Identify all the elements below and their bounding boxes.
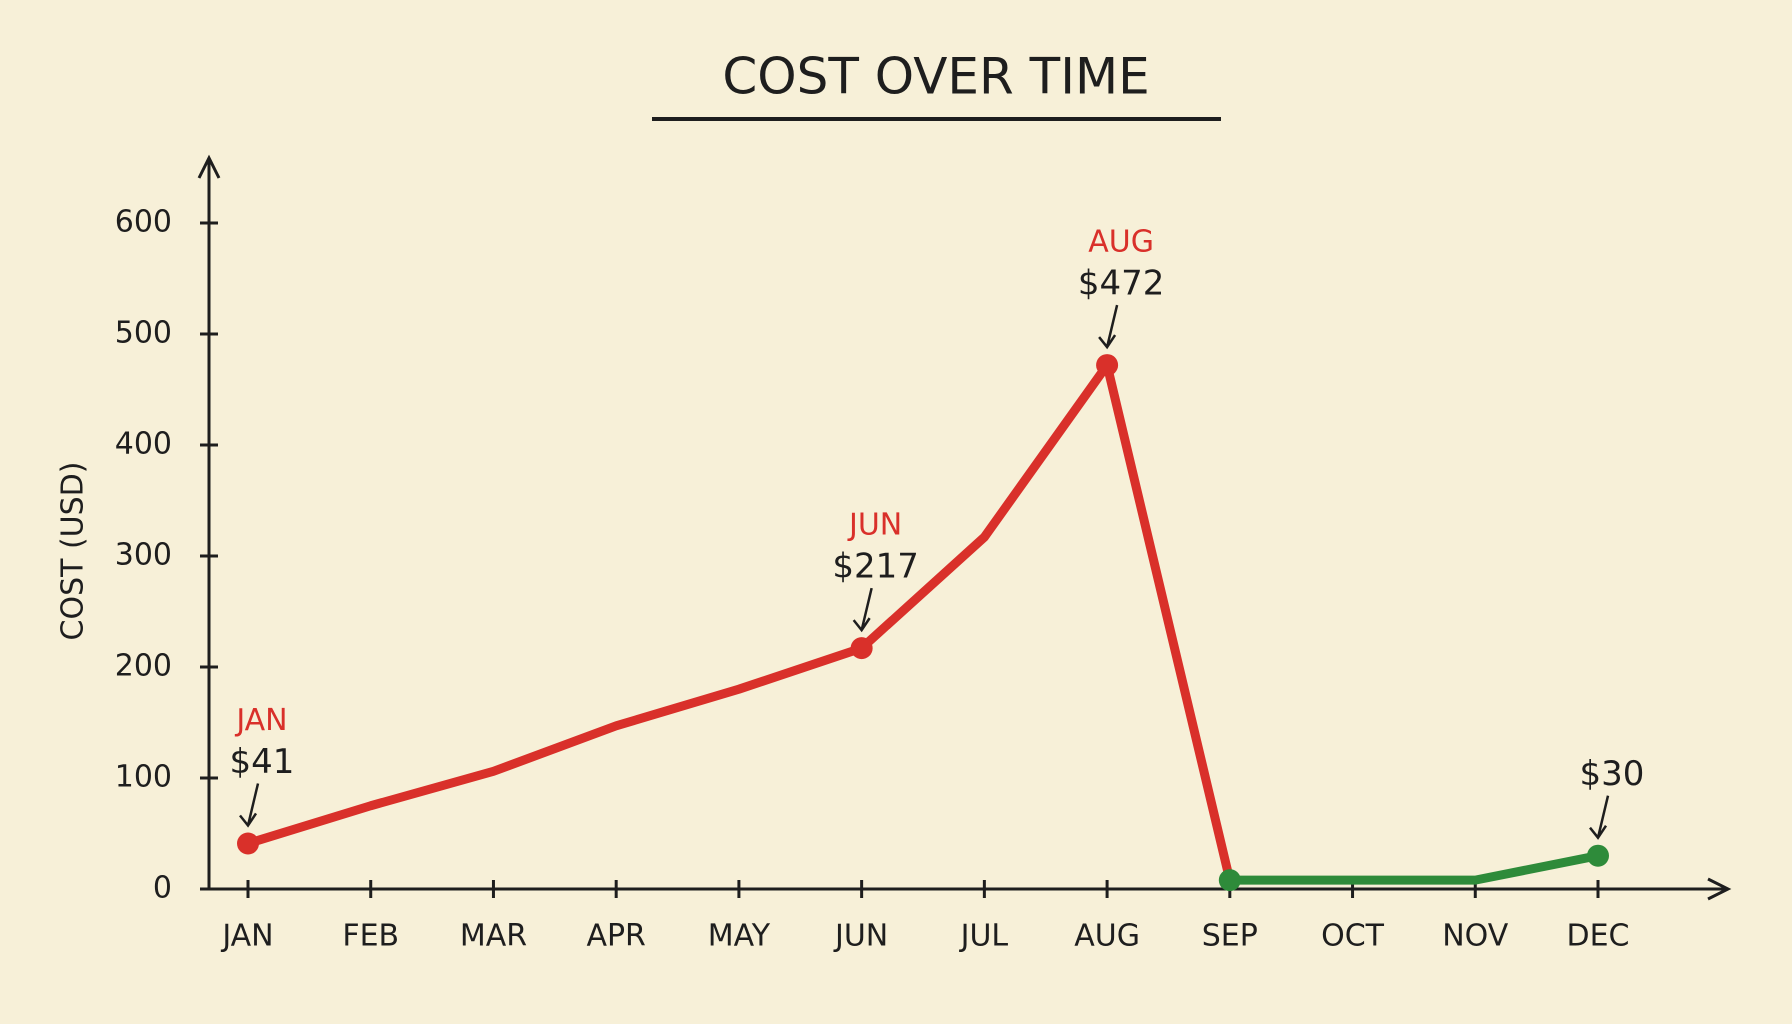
- y-axis-label: COST (USD): [56, 462, 91, 641]
- line-series: [243, 360, 1235, 885]
- x-tick-label: JUN: [833, 919, 888, 954]
- point-label: AUG: [1088, 225, 1154, 260]
- label-arrow: [1098, 304, 1119, 350]
- y-tick-label: 0: [153, 871, 172, 906]
- x-tick-label: JAN: [220, 919, 273, 954]
- value-label: $41: [230, 742, 295, 782]
- chart-title: COST OVER TIME: [722, 48, 1149, 106]
- x-tick-label: JUL: [959, 919, 1009, 954]
- value-label: $472: [1078, 264, 1165, 304]
- y-tick-label: 300: [115, 538, 172, 573]
- line-series: [1225, 851, 1603, 885]
- data-point: [1587, 844, 1609, 867]
- value-label: $217: [832, 547, 919, 587]
- y-tick-label: 600: [115, 205, 172, 240]
- y-tick-label: 100: [115, 760, 172, 795]
- x-tick-label: AUG: [1074, 919, 1140, 954]
- x-tick-label: MAY: [708, 919, 771, 954]
- y-axis-arrow: [197, 154, 221, 179]
- x-tick-label: SEP: [1202, 919, 1258, 954]
- label-arrow: [852, 587, 873, 633]
- data-point: [1218, 869, 1241, 892]
- point-label: JUN: [847, 508, 902, 543]
- data-point: [850, 637, 873, 660]
- point-label: JAN: [234, 703, 287, 738]
- x-tick-label: NOV: [1442, 919, 1509, 954]
- data-point: [1096, 354, 1119, 377]
- y-tick-label: 200: [115, 649, 172, 684]
- x-tick-label: FEB: [342, 919, 399, 954]
- x-tick-label: DEC: [1566, 919, 1629, 954]
- data-point: [237, 832, 259, 855]
- label-arrow: [1589, 795, 1610, 840]
- label-arrow: [239, 783, 260, 828]
- y-tick-label: 500: [115, 316, 172, 351]
- x-axis-arrow: [1707, 877, 1732, 901]
- x-tick-label: MAR: [460, 919, 527, 954]
- x-tick-label: APR: [586, 919, 645, 954]
- value-label: $30: [1580, 754, 1645, 794]
- x-tick-label: OCT: [1321, 919, 1385, 954]
- y-tick-label: 400: [115, 427, 172, 462]
